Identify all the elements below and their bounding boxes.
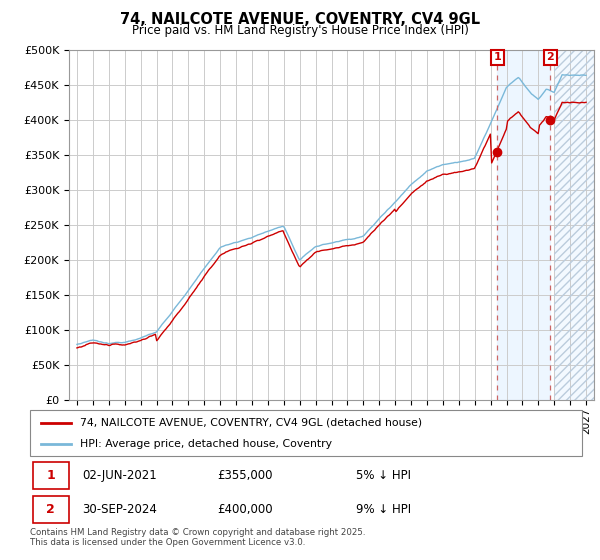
Text: 2: 2 [547,53,554,62]
Text: £355,000: £355,000 [218,469,273,482]
Text: 1: 1 [493,53,501,62]
Text: 30-SEP-2024: 30-SEP-2024 [82,503,157,516]
FancyBboxPatch shape [33,496,68,523]
Bar [554,50,594,400]
Text: 74, NAILCOTE AVENUE, COVENTRY, CV4 9GL: 74, NAILCOTE AVENUE, COVENTRY, CV4 9GL [120,12,480,27]
Text: Price paid vs. HM Land Registry's House Price Index (HPI): Price paid vs. HM Land Registry's House … [131,24,469,36]
Text: £400,000: £400,000 [218,503,274,516]
Text: 02-JUN-2021: 02-JUN-2021 [82,469,157,482]
Text: 74, NAILCOTE AVENUE, COVENTRY, CV4 9GL (detached house): 74, NAILCOTE AVENUE, COVENTRY, CV4 9GL (… [80,418,422,428]
Text: 5% ↓ HPI: 5% ↓ HPI [356,469,410,482]
Text: 1: 1 [46,469,55,482]
Text: 2: 2 [46,503,55,516]
Text: 9% ↓ HPI: 9% ↓ HPI [356,503,411,516]
FancyBboxPatch shape [30,410,582,456]
Bar [554,50,594,400]
Text: HPI: Average price, detached house, Coventry: HPI: Average price, detached house, Cove… [80,439,332,449]
Bar [497,50,550,400]
FancyBboxPatch shape [33,462,68,489]
Text: Contains HM Land Registry data © Crown copyright and database right 2025.
This d: Contains HM Land Registry data © Crown c… [30,528,365,547]
Bar [554,50,594,400]
